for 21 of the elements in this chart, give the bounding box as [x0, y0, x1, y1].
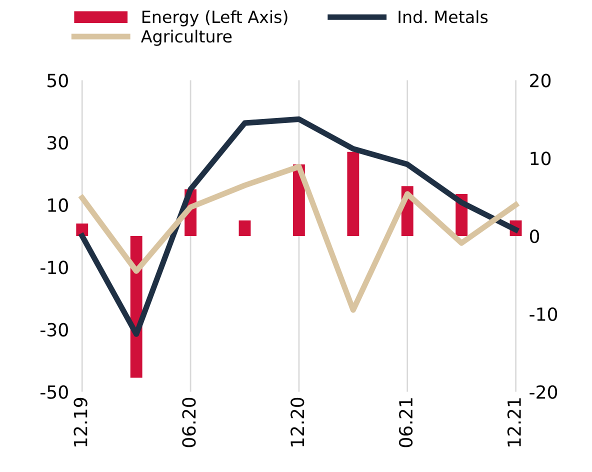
y2-tick-label: 20	[530, 74, 551, 88]
x-tick-label: 12.20	[290, 398, 304, 446]
bar	[238, 220, 251, 236]
y2-tick-label: -10	[530, 307, 558, 321]
y2-tick-label: 0	[530, 229, 540, 244]
y-tick-label: -50	[40, 385, 68, 399]
y-tick-label: 50	[48, 74, 68, 88]
x-tick-label: 06.20	[182, 398, 196, 448]
legend-label: Energy (Left Axis)	[142, 10, 288, 26]
x-tick-label: 06.21	[398, 398, 413, 448]
x-tick-label: 12.19	[74, 398, 88, 446]
y-tick-label: -10	[40, 260, 68, 274]
y-tick-label: 10	[48, 198, 68, 212]
bar	[347, 152, 360, 236]
y2-tick-label: 10	[530, 152, 551, 166]
legend-label: Ind. Metals	[398, 10, 488, 24]
y2-tick-label: -20	[530, 385, 558, 399]
x-tick-label: 12.21	[507, 398, 521, 446]
y-tick-label: -30	[40, 322, 68, 337]
y-tick-label: 30	[48, 136, 68, 150]
legend-label: Agriculture	[140, 30, 232, 46]
